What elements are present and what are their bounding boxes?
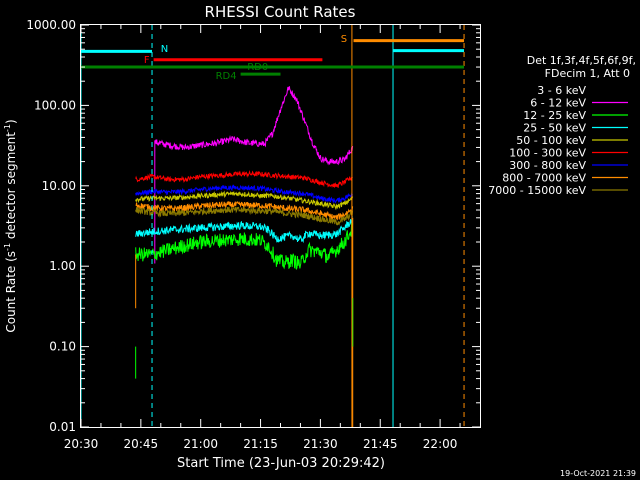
legend-label-5: 100 - 300 keV xyxy=(509,147,586,160)
series-line-5 xyxy=(135,200,354,221)
x-tick-label-3: 21:15 xyxy=(243,437,278,451)
overlay-layer: NF S RD0 RD4 xyxy=(81,25,465,427)
y-tick-label-0: 1000.00 xyxy=(26,18,76,32)
series-line-2 xyxy=(135,170,353,189)
flag-label-3: S xyxy=(341,34,347,45)
x-tick-label-2: 21:00 xyxy=(183,437,218,451)
axis-layer: 1000.00 100.00 10.00 1.00 0.10 0.01 20:30 20:45… xyxy=(26,18,480,451)
flag-label-6: RD4 xyxy=(216,71,237,82)
y-tick-label-2: 10.00 xyxy=(42,179,76,193)
y-axis-label-sup: -1 xyxy=(3,243,12,251)
series-line-6 xyxy=(135,206,354,226)
x-tick-label-0: 20:30 xyxy=(64,437,99,451)
y-tick-label-4: 0.10 xyxy=(49,340,76,354)
chart-title: RHESSI Count Rates xyxy=(205,3,356,21)
x-tick-label-6: 22:00 xyxy=(423,437,458,451)
series-line-4 xyxy=(135,190,354,211)
y-tick-label-3: 1.00 xyxy=(49,259,76,273)
legend: Det 1f,3f,4f,5f,6f,9f, FDecim 1, Att 0 3… xyxy=(488,54,636,197)
y-tick-label-5: 0.01 xyxy=(49,420,76,434)
x-tick-label-5: 21:45 xyxy=(363,437,398,451)
y-axis-label-post: detector segment xyxy=(4,132,18,243)
y-axis-label-sup2: -1 xyxy=(3,124,12,132)
y-tick-label-1: 100.00 xyxy=(34,98,76,112)
series-line-7 xyxy=(135,215,353,244)
legend-label-4: 50 - 100 keV xyxy=(516,134,586,147)
y-axis-label-end: ) xyxy=(4,119,18,124)
series-line-8 xyxy=(135,222,354,270)
x-axis-label: Start Time (23-Jun-03 20:29:42) xyxy=(177,456,385,471)
plot-frame xyxy=(80,24,481,428)
x-tick-label-4: 21:30 xyxy=(303,437,338,451)
legend-header-line-2: FDecim 1, Att 0 xyxy=(545,67,630,80)
legend-label-7: 800 - 7000 keV xyxy=(502,172,586,185)
flag-label-0: N xyxy=(161,44,168,55)
legend-label-8: 7000 - 15000 keV xyxy=(488,184,586,197)
series-line-0 xyxy=(135,78,354,275)
legend-label-3: 25 - 50 keV xyxy=(523,122,586,135)
legend-label-6: 300 - 800 keV xyxy=(509,159,586,172)
footer-date: 19-Oct-2021 21:39 xyxy=(560,469,636,478)
legend-label-1: 6 - 12 keV xyxy=(530,97,586,110)
series-line-3 xyxy=(135,184,354,204)
legend-header-line-1: Det 1f,3f,4f,5f,6f,9f, xyxy=(527,54,636,67)
x-tick-label-1: 20:45 xyxy=(124,437,159,451)
y-axis-label: Count Rate (s-1 detector segment-1) xyxy=(3,119,18,332)
legend-label-0: 3 - 6 keV xyxy=(537,84,586,97)
flag-label-2: F xyxy=(144,55,150,66)
flag-label-5: RD0 xyxy=(247,62,268,73)
y-axis-label-pre: Count Rate (s xyxy=(4,251,18,333)
legend-label-2: 12 - 25 keV xyxy=(523,109,586,122)
series-line-1 xyxy=(154,86,354,264)
